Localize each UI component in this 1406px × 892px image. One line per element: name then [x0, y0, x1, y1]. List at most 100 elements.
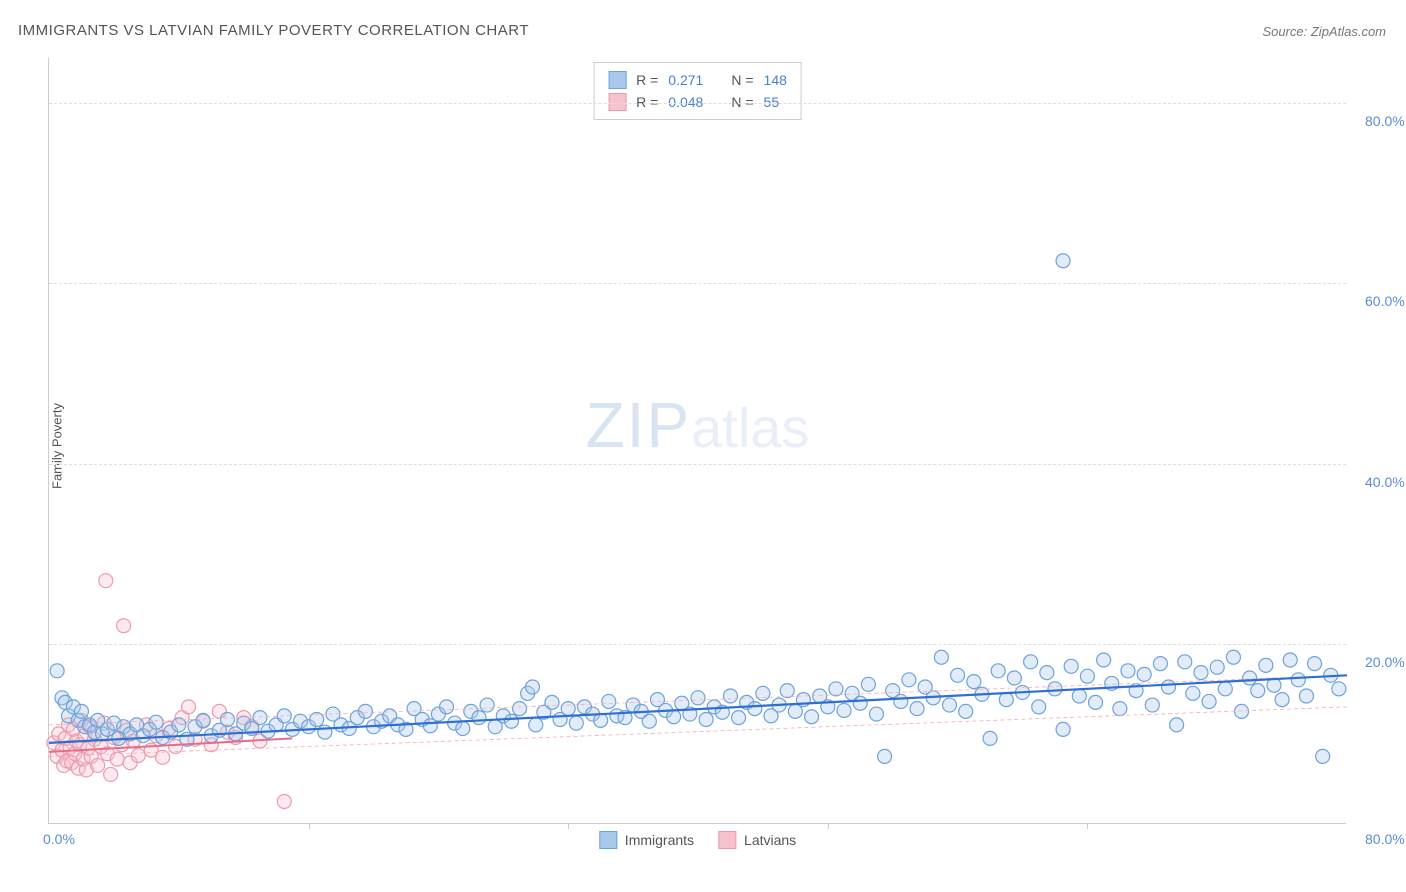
point-immigrants: [959, 704, 973, 718]
point-immigrants: [358, 704, 372, 718]
point-immigrants: [869, 707, 883, 721]
gridline: [49, 644, 1346, 645]
point-immigrants: [545, 695, 559, 709]
point-immigrants: [149, 715, 163, 729]
point-latvians: [104, 767, 118, 781]
x-tick: [828, 823, 829, 829]
point-immigrants: [1178, 655, 1192, 669]
scatter-svg: [49, 58, 1346, 823]
point-immigrants: [999, 693, 1013, 707]
point-immigrants: [853, 696, 867, 710]
point-immigrants: [991, 664, 1005, 678]
point-immigrants: [1308, 657, 1322, 671]
point-immigrants: [829, 682, 843, 696]
point-immigrants: [74, 704, 88, 718]
legend-item-latvians: Latvians: [718, 831, 796, 849]
point-latvians: [91, 758, 105, 772]
point-immigrants: [1299, 689, 1313, 703]
point-immigrants: [602, 694, 616, 708]
point-immigrants: [1007, 671, 1021, 685]
point-immigrants: [1137, 667, 1151, 681]
point-immigrants: [699, 712, 713, 726]
x-tick: [568, 823, 569, 829]
point-immigrants: [780, 684, 794, 698]
x-tick-label: 80.0%: [1365, 831, 1405, 847]
point-immigrants: [1170, 718, 1184, 732]
point-latvians: [131, 749, 145, 763]
point-immigrants: [1064, 659, 1078, 673]
point-immigrants: [456, 721, 470, 735]
point-immigrants: [480, 698, 494, 712]
point-immigrants: [1145, 698, 1159, 712]
point-immigrants: [1153, 657, 1167, 671]
point-immigrants: [526, 680, 540, 694]
point-immigrants: [934, 650, 948, 664]
point-immigrants: [1218, 682, 1232, 696]
x-tick: [1087, 823, 1088, 829]
point-immigrants: [748, 702, 762, 716]
point-immigrants: [220, 712, 234, 726]
point-immigrants: [910, 702, 924, 716]
point-immigrants: [1072, 689, 1086, 703]
point-immigrants: [196, 713, 210, 727]
point-immigrants: [1251, 684, 1265, 698]
point-immigrants: [1032, 700, 1046, 714]
point-immigrants: [1194, 666, 1208, 680]
point-immigrants: [472, 711, 486, 725]
point-immigrants: [1121, 664, 1135, 678]
point-immigrants: [1024, 655, 1038, 669]
point-immigrants: [894, 694, 908, 708]
gridline: [49, 103, 1346, 104]
point-immigrants: [983, 731, 997, 745]
point-immigrants: [1056, 722, 1070, 736]
point-immigrants: [691, 691, 705, 705]
point-immigrants: [805, 710, 819, 724]
gridline: [49, 464, 1346, 465]
point-immigrants: [1259, 658, 1273, 672]
point-immigrants: [1275, 693, 1289, 707]
point-latvians: [182, 700, 196, 714]
point-immigrants: [861, 677, 875, 691]
point-immigrants: [1210, 660, 1224, 674]
point-immigrants: [902, 673, 916, 687]
legend-item-immigrants: Immigrants: [599, 831, 694, 849]
legend-label-latvians: Latvians: [744, 832, 796, 848]
point-immigrants: [878, 749, 892, 763]
point-immigrants: [513, 702, 527, 716]
legend-label-immigrants: Immigrants: [625, 832, 694, 848]
point-immigrants: [1243, 671, 1257, 685]
point-immigrants: [1040, 666, 1054, 680]
point-immigrants: [1235, 704, 1249, 718]
point-immigrants: [1080, 669, 1094, 683]
point-immigrants: [1186, 686, 1200, 700]
x-tick-label: 0.0%: [43, 831, 75, 847]
gridline: [49, 283, 1346, 284]
point-immigrants: [561, 702, 575, 716]
point-immigrants: [732, 711, 746, 725]
point-latvians: [277, 794, 291, 808]
point-immigrants: [667, 710, 681, 724]
point-immigrants: [1202, 694, 1216, 708]
point-immigrants: [1089, 695, 1103, 709]
point-immigrants: [253, 711, 267, 725]
point-immigrants: [1113, 702, 1127, 716]
point-immigrants: [504, 714, 518, 728]
point-immigrants: [1056, 254, 1070, 268]
point-immigrants: [1316, 749, 1330, 763]
point-immigrants: [569, 716, 583, 730]
point-immigrants: [1283, 653, 1297, 667]
point-immigrants: [967, 675, 981, 689]
point-immigrants: [1291, 673, 1305, 687]
series-legend: Immigrants Latvians: [599, 831, 796, 849]
point-immigrants: [1332, 682, 1346, 696]
swatch-immigrants: [599, 831, 617, 849]
chart-title: IMMIGRANTS VS LATVIAN FAMILY POVERTY COR…: [18, 22, 529, 39]
point-latvians: [117, 619, 131, 633]
point-immigrants: [723, 689, 737, 703]
x-tick: [309, 823, 310, 829]
point-immigrants: [1226, 650, 1240, 664]
point-immigrants: [529, 718, 543, 732]
point-immigrants: [50, 664, 64, 678]
swatch-latvians: [718, 831, 736, 849]
point-immigrants: [756, 686, 770, 700]
